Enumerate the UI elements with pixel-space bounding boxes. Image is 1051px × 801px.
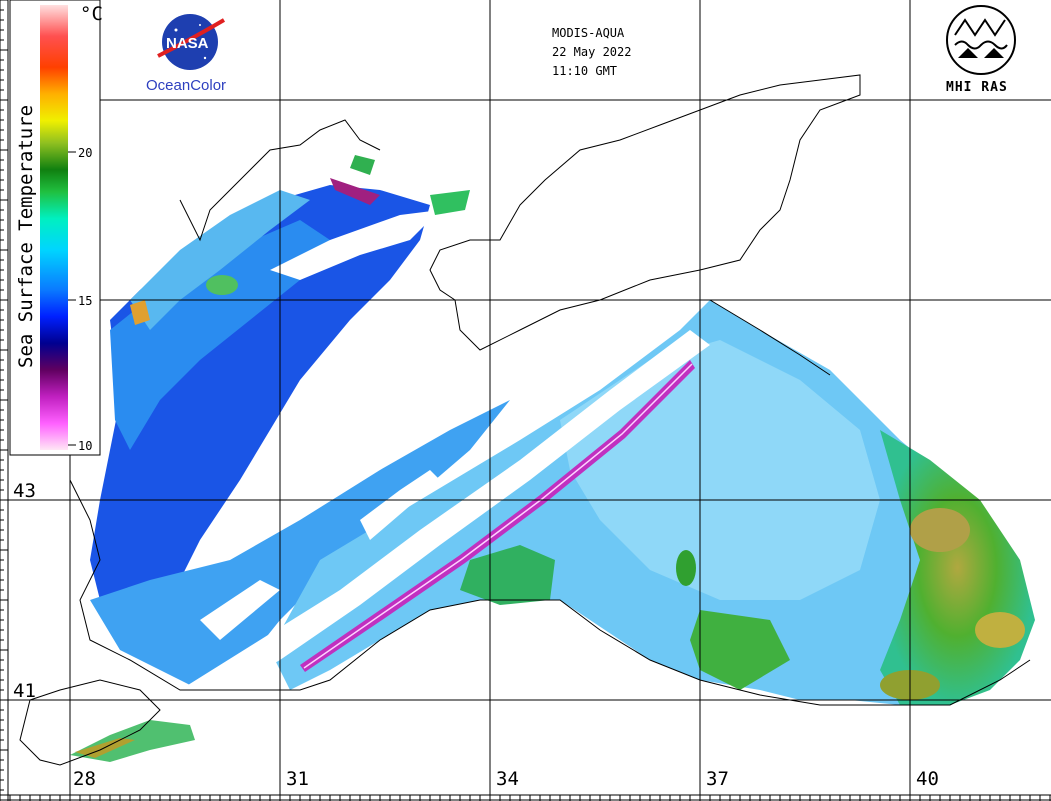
- lat-label-41: 41: [13, 680, 36, 702]
- sea-surface-field: [70, 155, 1035, 762]
- lon-label-34: 34: [496, 768, 519, 790]
- lon-label-37: 37: [706, 768, 729, 790]
- colorbar: °C 20 15 10 Sea Surface Temperature: [9, 0, 103, 456]
- oceancolor-caption: OceanColor: [146, 77, 227, 94]
- mhi-ras-logo: [946, 5, 1016, 75]
- nasa-logo-text: NASA: [166, 35, 209, 52]
- lon-label-31: 31: [286, 768, 309, 790]
- time-label: 11:10 GMT: [552, 64, 618, 78]
- sensor-label: MODIS-AQUA: [552, 26, 625, 40]
- lon-label-40: 40: [916, 768, 939, 790]
- mhi-ras-caption: MHI RAS: [946, 80, 1008, 95]
- colorbar-tick-20: 20: [78, 146, 92, 160]
- colorbar-unit: °C: [80, 3, 103, 25]
- colorbar-scale: [40, 5, 68, 450]
- colorbar-tick-15: 15: [78, 294, 92, 308]
- left-ticks: [0, 0, 8, 801]
- nasa-logo: NASA: [157, 14, 226, 70]
- lon-label-28: 28: [73, 768, 96, 790]
- image-metadata: MODIS-AQUA 22 May 2022 11:10 GMT: [552, 24, 631, 81]
- colorbar-title: Sea Surface Temperature: [15, 105, 37, 368]
- colorbar-tick-10: 10: [78, 439, 92, 453]
- date-label: 22 May 2022: [552, 45, 632, 59]
- bottom-ticks: [0, 795, 1051, 801]
- lat-label-43: 43: [13, 480, 36, 502]
